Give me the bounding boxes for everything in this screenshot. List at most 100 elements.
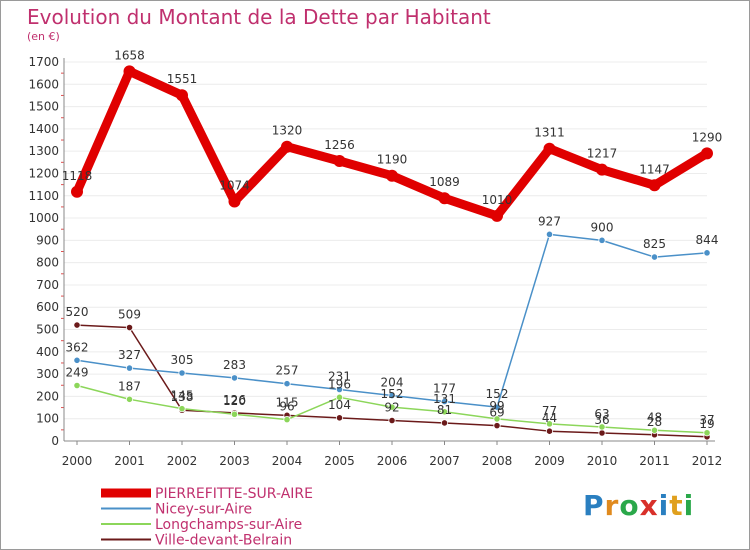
y-tick-label: 800 <box>36 256 59 270</box>
y-tick-label: 600 <box>36 300 59 314</box>
data-label: 63 <box>594 407 609 421</box>
legend-label: PIERREFITTE-SUR-AIRE <box>155 486 313 502</box>
series-line <box>72 66 712 221</box>
series-longchamps-sur-aire <box>73 381 711 437</box>
data-label: 1217 <box>587 147 618 161</box>
data-label: 900 <box>591 220 614 234</box>
logo-letter: t <box>669 489 684 522</box>
data-label: 305 <box>171 353 194 367</box>
y-tick-label: 1100 <box>28 189 59 203</box>
data-point <box>228 195 241 208</box>
data-label: 509 <box>118 308 141 322</box>
data-label: 257 <box>276 364 299 378</box>
data-point <box>388 416 396 425</box>
data-point <box>283 415 291 424</box>
data-label: 115 <box>276 395 299 409</box>
y-tick-label: 1400 <box>28 122 59 136</box>
data-point <box>650 426 659 434</box>
data-point <box>596 163 608 176</box>
proxiti-logo: Proxiti <box>583 489 694 522</box>
data-label: 69 <box>489 406 504 420</box>
y-tick-label: 500 <box>36 323 59 337</box>
data-label: 249 <box>66 365 89 379</box>
data-point <box>388 403 396 411</box>
data-point <box>703 249 711 257</box>
data-label: 37 <box>699 413 714 427</box>
y-tick-label: 400 <box>36 345 59 359</box>
x-tick-label: 2005 <box>324 454 355 468</box>
data-label: 283 <box>223 358 246 372</box>
data-point <box>335 385 344 394</box>
data-point <box>493 415 501 423</box>
data-label: 92 <box>384 400 399 414</box>
chart-title: Evolution du Montant de la Dette par Hab… <box>27 5 491 29</box>
data-label: 1010 <box>482 193 513 207</box>
x-tick-label: 2002 <box>167 454 198 468</box>
data-label: 1089 <box>429 175 460 189</box>
y-tick-label: 900 <box>36 233 59 247</box>
data-point <box>598 429 606 437</box>
logo-letter: i <box>683 489 695 522</box>
data-label: 126 <box>223 393 246 407</box>
data-label: 177 <box>433 382 456 396</box>
logo-letter: o <box>619 489 640 522</box>
data-point <box>491 209 503 222</box>
data-point <box>388 391 396 400</box>
x-tick-label: 2006 <box>377 454 408 468</box>
data-point <box>701 147 713 160</box>
x-tick-label: 2007 <box>429 454 460 468</box>
data-label: 187 <box>118 379 141 393</box>
y-tick-label: 1000 <box>28 211 59 225</box>
data-label: 152 <box>381 387 404 401</box>
data-point <box>440 397 449 406</box>
data-label: 1190 <box>377 153 408 167</box>
data-point <box>598 423 606 431</box>
data-label: 28 <box>647 415 662 429</box>
data-label: 362 <box>66 340 89 354</box>
data-point <box>73 356 81 364</box>
data-point <box>283 380 291 388</box>
data-label: 77 <box>542 404 557 418</box>
y-tick-label: 1200 <box>28 166 59 180</box>
y-tick-label: 300 <box>36 367 59 381</box>
y-tick-label: 1600 <box>28 77 59 91</box>
data-point <box>598 236 606 244</box>
x-tick-label: 2009 <box>534 454 565 468</box>
data-point <box>125 364 134 372</box>
legend-label: Longchamps-sur-Aire <box>155 517 302 533</box>
data-point <box>543 142 556 155</box>
data-label: 327 <box>118 348 141 362</box>
series-nicey-sur-aire <box>73 230 711 411</box>
data-point <box>230 410 239 418</box>
data-point <box>650 253 659 261</box>
x-tick-label: 2011 <box>639 454 670 468</box>
data-point <box>545 420 554 428</box>
data-label: 1074 <box>219 179 250 193</box>
data-label: 96 <box>279 400 294 414</box>
data-label: 99 <box>489 399 504 413</box>
data-label: 520 <box>66 305 89 319</box>
data-point <box>335 393 344 401</box>
data-label: 1290 <box>692 130 723 144</box>
data-point <box>176 89 188 102</box>
data-point <box>440 408 449 416</box>
logo-letter: i <box>658 489 670 522</box>
data-point <box>703 429 711 437</box>
data-label: 1256 <box>324 138 355 152</box>
y-tick-label: 1300 <box>28 144 59 158</box>
data-label: 1658 <box>114 48 145 62</box>
y-tick-label: 100 <box>36 412 59 426</box>
data-point <box>123 65 136 78</box>
data-point <box>438 192 451 205</box>
legend-label: Nicey-sur-Aire <box>155 502 252 518</box>
chart-unit: (en €) <box>27 30 60 43</box>
data-label: 138 <box>171 390 194 404</box>
data-point <box>333 154 346 167</box>
data-label: 231 <box>328 370 351 384</box>
data-label: 48 <box>647 410 662 424</box>
data-point <box>493 422 501 430</box>
y-tick-label: 200 <box>36 389 59 403</box>
x-tick-label: 2008 <box>482 454 513 468</box>
